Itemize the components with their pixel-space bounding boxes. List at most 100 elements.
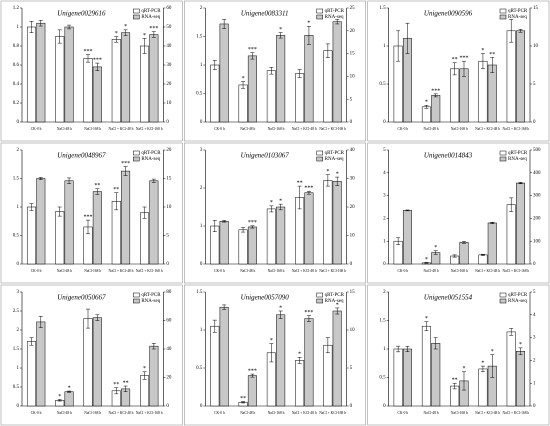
error-bar <box>424 105 429 109</box>
error-bar <box>269 205 274 213</box>
x-tick-label: NaCl-168 h <box>84 127 101 131</box>
significance: *** <box>121 161 130 167</box>
significance: *** <box>248 47 257 53</box>
error-bar <box>509 197 514 212</box>
y2-tick-label: 10 <box>533 44 539 49</box>
x-tick-label: NaCl + KCl-168 h <box>319 411 346 415</box>
y2-tick-label: 20 <box>350 205 356 210</box>
panel-frame <box>367 284 550 426</box>
error-bar <box>269 67 274 75</box>
y-tick-label: 1.2 <box>13 6 20 11</box>
error-bar <box>278 32 283 39</box>
error-bar <box>67 24 72 30</box>
y-tick-label: 1 <box>383 347 386 352</box>
y2-tick-label: 60 <box>166 6 172 11</box>
error-bar <box>452 62 457 76</box>
bar <box>421 106 431 123</box>
significance: *** <box>459 56 468 62</box>
x-tick-label: NaCl + KCl-48 h <box>292 269 317 273</box>
x-tick-label: NaCl + KCl-168 h <box>503 411 530 415</box>
y2-tick-label: 15 <box>350 290 356 295</box>
error-bar <box>95 314 100 321</box>
significance: * <box>326 169 329 175</box>
legend-swatch <box>316 156 323 162</box>
significance: * <box>279 27 282 33</box>
error-bar <box>424 321 429 332</box>
panel-frame <box>184 0 366 142</box>
error-bar <box>95 188 100 195</box>
bar <box>478 60 488 123</box>
bar <box>36 178 46 265</box>
x-tick-label: NaCl-168 h <box>84 411 101 415</box>
significance: * <box>124 24 127 30</box>
bar <box>332 181 342 265</box>
bar <box>26 341 36 407</box>
x-tick-label: CK-0 h <box>397 411 408 415</box>
error-bar <box>57 399 62 402</box>
significance: * <box>434 245 437 251</box>
error-bar <box>212 60 217 70</box>
y-tick-label: 0 <box>383 404 386 409</box>
error-bar <box>461 371 466 391</box>
legend-label: RNA-seq <box>141 15 160 20</box>
y2-tick-label: 40 <box>166 347 172 352</box>
significance: * <box>270 338 273 344</box>
error-bar <box>461 241 466 244</box>
error-bar <box>95 62 100 71</box>
bar <box>506 30 516 123</box>
y2-tick-label: 10 <box>350 234 356 239</box>
y2-tick-label: 0 <box>533 262 536 267</box>
error-bar <box>67 177 72 184</box>
y2-tick-label: 10 <box>350 328 356 333</box>
significance: ** <box>452 378 458 384</box>
y2-tick-label: 5 <box>350 366 353 371</box>
significance: ** <box>113 382 119 388</box>
legend-swatch <box>316 8 323 14</box>
panel-frame <box>0 284 183 426</box>
bar <box>304 192 314 265</box>
x-tick-label: NaCl + KCl-48 h <box>292 411 317 415</box>
x-tick-label: CK-0 h <box>214 411 225 415</box>
y-tick-label: 1 <box>17 366 20 371</box>
y2-tick-label: 5 <box>533 82 536 87</box>
panel-frame <box>367 0 550 142</box>
y-tick-label: 3 <box>383 194 386 199</box>
significance: *** <box>304 186 313 192</box>
y-tick-label: 1 <box>17 205 20 210</box>
bar <box>304 35 314 123</box>
x-tick-label: CK-0 h <box>214 127 225 131</box>
chart-title: Unigene0083311 <box>241 10 289 18</box>
significance: ** <box>94 183 100 189</box>
significance: * <box>143 33 146 39</box>
y-tick-label: 0 <box>383 120 386 125</box>
y2-tick-label: 400 <box>533 171 541 176</box>
bar <box>332 21 342 123</box>
bar <box>516 182 526 265</box>
error-bar <box>433 250 438 255</box>
error-bar <box>278 203 283 211</box>
y2-tick-label: 10 <box>350 75 356 80</box>
bar <box>276 35 286 123</box>
y-tick-label: 0.5 <box>13 234 20 239</box>
x-tick-label: NaCl + KCl-48 h <box>108 411 133 415</box>
y-tick-label: 0 <box>17 404 20 409</box>
legend-label: qRT-PCR <box>325 293 345 298</box>
significance: ** <box>113 187 119 193</box>
y-tick-label: 1.5 <box>196 290 203 295</box>
legend-label: qRT-PCR <box>508 293 528 298</box>
chart-title: Unigene0051554 <box>424 294 473 302</box>
y-tick-label: 0.5 <box>13 385 20 390</box>
x-tick-label: NaCl-48 h <box>240 269 255 273</box>
y-tick-label: 0 <box>17 120 20 125</box>
legend-label: RNA-seq <box>508 299 527 304</box>
error-bar <box>29 337 34 346</box>
bar <box>332 310 342 407</box>
bar <box>149 345 159 407</box>
legend-label: qRT-PCR <box>508 9 528 14</box>
error-bar <box>57 206 62 217</box>
y-tick-label: 1.5 <box>379 6 386 11</box>
error-bar <box>518 182 523 184</box>
significance: * <box>481 360 484 366</box>
chart-title: Unigene0014843 <box>424 152 473 160</box>
y-tick-label: 0.6 <box>13 63 20 68</box>
